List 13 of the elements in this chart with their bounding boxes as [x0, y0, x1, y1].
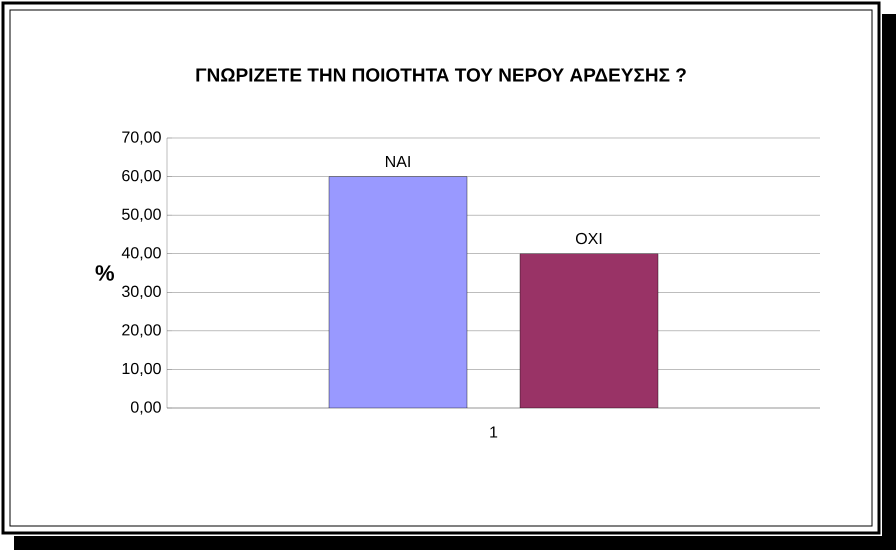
y-tick-label: 60,00	[122, 170, 161, 184]
x-tick-label: 1	[490, 426, 498, 438]
series-label: ΝΑΙ	[386, 156, 410, 168]
y-axis-title: %	[96, 265, 114, 281]
series-label: ΟΧΙ	[576, 232, 602, 244]
y-tick-label: 40,00	[122, 247, 161, 260]
y-tick-label: 30,00	[122, 286, 161, 299]
y-tick-label: 10,00	[122, 362, 161, 376]
y-tick-label: 70,00	[122, 131, 161, 145]
y-tick-label: 50,00	[122, 208, 161, 222]
y-tick-label: 20,00	[122, 324, 161, 338]
chart-title: ΓΝΩΡΙΖΕΤΕ ΤΗΝ ΠΟΙΟΤΗΤΑ ΤΟΥ ΝΕΡΟΥ ΑΡΔΕΥΣΗΣ ?	[196, 68, 686, 82]
y-tick-label: 0,00	[130, 401, 161, 415]
